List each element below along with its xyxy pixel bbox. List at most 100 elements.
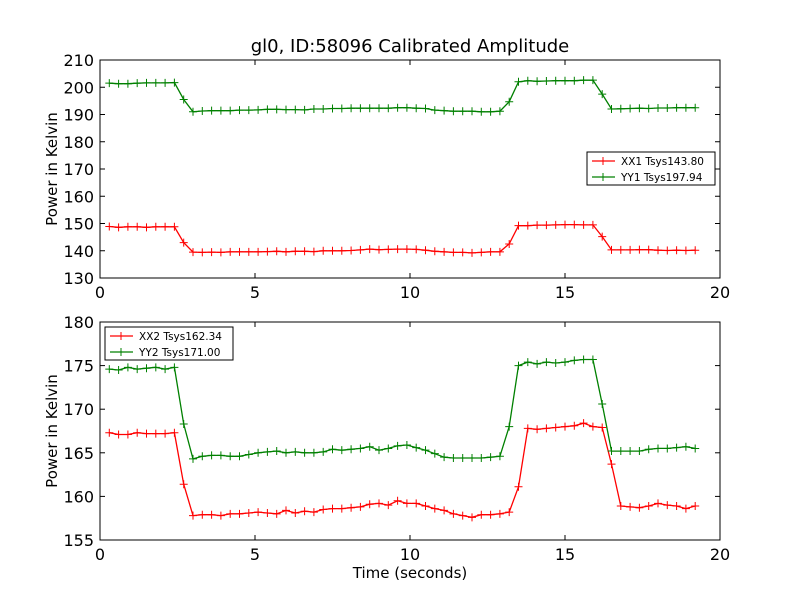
data-point [263, 105, 272, 114]
data-point [123, 430, 132, 439]
x-tick-label: 0 [95, 545, 105, 564]
data-point [635, 104, 644, 113]
data-point [458, 248, 467, 257]
data-point [254, 508, 263, 517]
y-tick-label: 190 [63, 106, 94, 125]
data-point [514, 361, 523, 370]
data-point [440, 453, 449, 462]
data-point [412, 245, 421, 254]
data-point [170, 78, 179, 87]
data-point [505, 422, 514, 431]
data-point [449, 509, 458, 518]
data-point [514, 77, 523, 86]
data-point [691, 246, 700, 255]
data-point [561, 422, 569, 431]
data-point [226, 509, 235, 518]
data-point [412, 499, 421, 508]
data-point [468, 454, 476, 463]
data-point [607, 447, 616, 456]
data-point [626, 245, 635, 254]
data-point [328, 246, 337, 255]
y-tick-label: 170 [63, 160, 94, 179]
data-point [402, 440, 411, 449]
data-point [291, 247, 300, 256]
data-point [533, 425, 542, 434]
data-point [300, 247, 309, 256]
data-point [337, 446, 346, 455]
data-point [235, 106, 244, 115]
data-point [375, 104, 383, 113]
data-point [235, 247, 244, 256]
data-point [123, 79, 132, 88]
legend-marker [599, 173, 607, 181]
data-point [505, 239, 514, 248]
legend-marker [117, 348, 125, 356]
data-point [393, 441, 402, 450]
legend: XX2 Tsys162.34 YY2 Tsys171.00 [104, 326, 234, 361]
data-point [105, 428, 114, 437]
series-line-2 [109, 358, 696, 460]
data-point [570, 356, 579, 365]
data-point [598, 90, 607, 99]
data-point [170, 222, 179, 231]
data-point [170, 363, 179, 372]
series-line-1 [109, 223, 696, 254]
data-point [607, 105, 616, 114]
data-point [282, 448, 290, 457]
data-point [551, 358, 560, 367]
data-point [561, 358, 569, 367]
data-point [514, 221, 523, 230]
data-point [142, 78, 151, 87]
data-point [142, 364, 151, 373]
data-point [533, 221, 542, 230]
data-point [654, 103, 662, 112]
data-point [421, 246, 430, 255]
data-point [588, 220, 597, 229]
data-point [189, 511, 197, 520]
data-point [291, 447, 300, 456]
data-point [263, 508, 272, 517]
data-point [309, 105, 318, 114]
data-point [570, 76, 579, 85]
data-point [542, 424, 551, 433]
data-point [681, 504, 690, 513]
data-point [226, 247, 235, 256]
data-point [133, 365, 142, 374]
data-point [375, 245, 383, 254]
data-point [579, 220, 588, 229]
legend-label: YY1 Tsys197.94 [620, 172, 703, 184]
data-point [523, 358, 532, 367]
chart-panel-1: 0 5 10 15 20 130 140 150 160 170 180 190 200 210 Power… [43, 51, 730, 302]
data-point [105, 365, 114, 374]
data-point [495, 452, 504, 461]
data-point [365, 500, 374, 509]
data-point [635, 503, 644, 512]
legend-label: XX2 Tsys162.34 [139, 331, 222, 343]
data-point [375, 446, 383, 455]
data-point [598, 423, 607, 432]
data-point [244, 106, 253, 115]
x-tick-label: 0 [95, 283, 105, 302]
data-point [105, 79, 114, 88]
data-point [300, 507, 309, 516]
y-tick-label: 180 [63, 133, 94, 152]
data-point [207, 451, 216, 460]
legend: XX1 Tsys143.80 YY1 Tsys197.94 [586, 151, 716, 186]
data-point [133, 428, 142, 437]
data-point [626, 502, 635, 511]
data-point [337, 246, 346, 255]
data-point [142, 429, 151, 438]
data-point [468, 513, 476, 522]
data-point [151, 363, 160, 372]
data-point [430, 106, 439, 115]
data-point [347, 445, 356, 454]
x-tick-label: 5 [250, 283, 260, 302]
data-point [654, 246, 662, 255]
y-tick-label: 155 [63, 531, 94, 550]
data-point [430, 504, 439, 513]
data-point [151, 429, 160, 438]
data-point [551, 76, 560, 85]
legend-label: YY2 Tsys171.00 [138, 347, 220, 359]
